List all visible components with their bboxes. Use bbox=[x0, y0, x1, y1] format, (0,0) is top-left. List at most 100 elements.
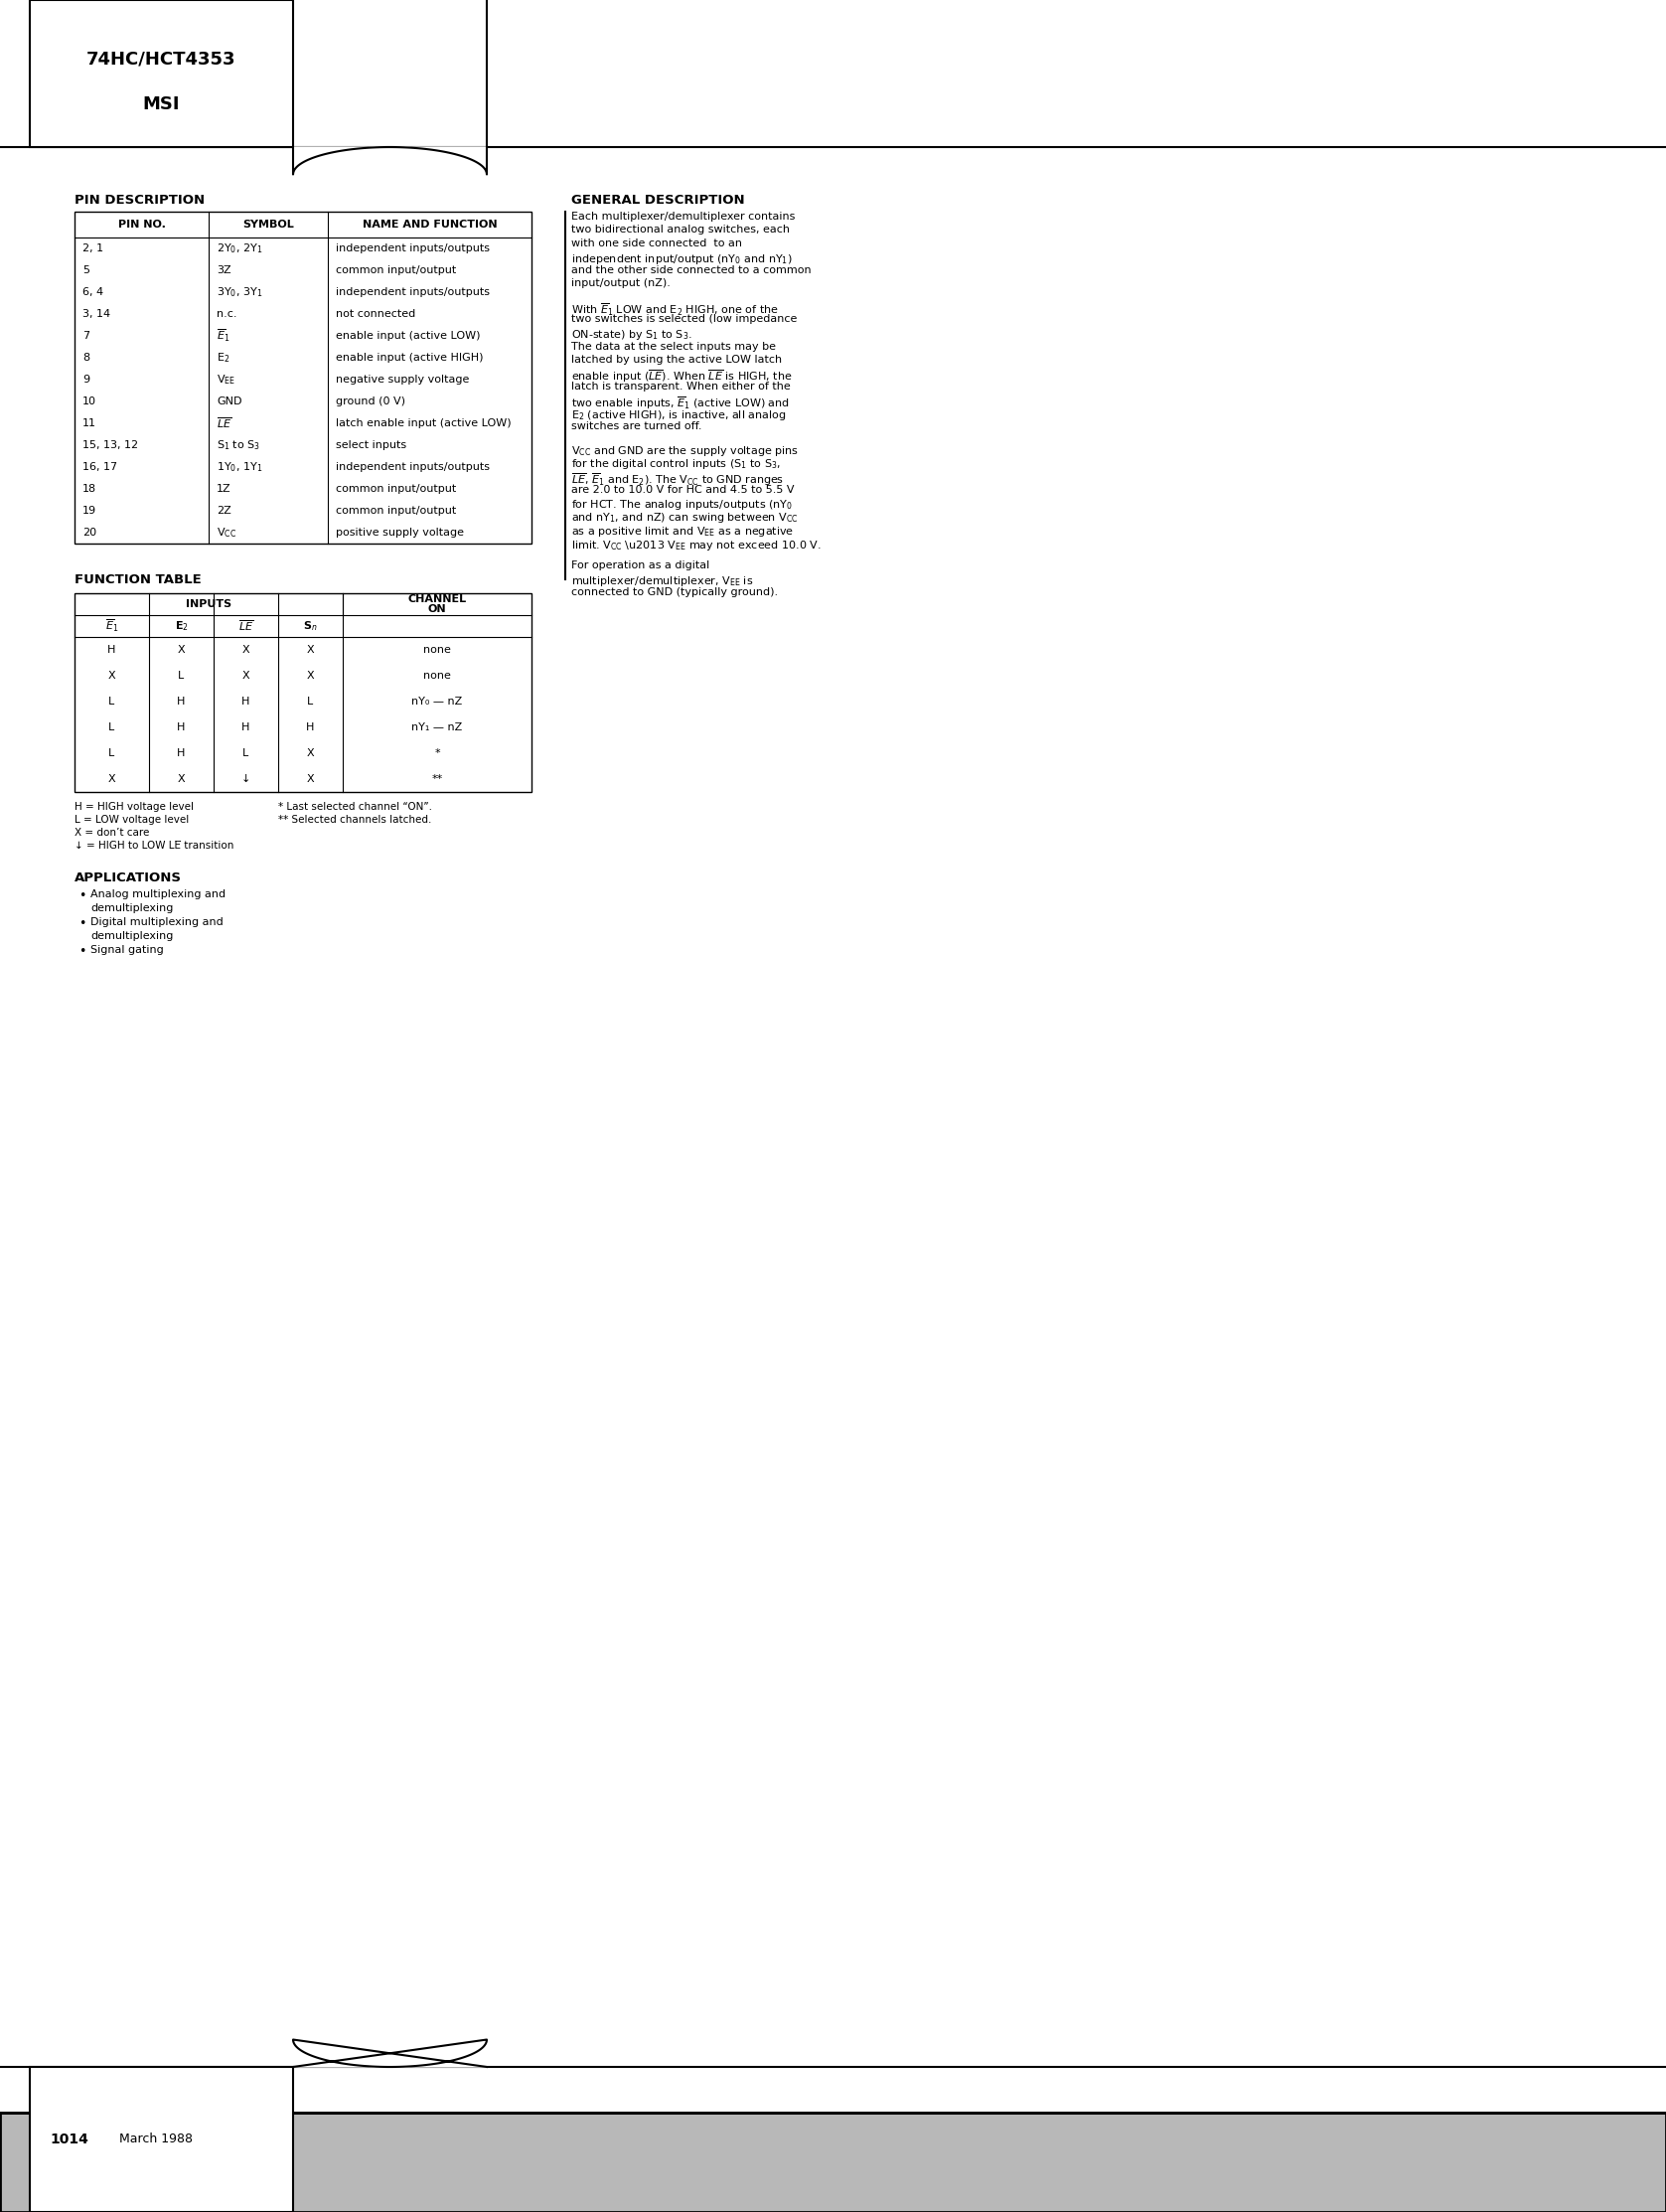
Text: not connected: not connected bbox=[337, 310, 415, 319]
Text: L: L bbox=[178, 670, 185, 681]
Text: •: • bbox=[78, 889, 87, 902]
Text: none: none bbox=[423, 646, 451, 655]
Text: For operation as a digital: For operation as a digital bbox=[571, 560, 710, 571]
Text: SYMBOL: SYMBOL bbox=[243, 219, 293, 230]
Text: NAME AND FUNCTION: NAME AND FUNCTION bbox=[362, 219, 496, 230]
Text: GND: GND bbox=[217, 396, 242, 407]
Text: CHANNEL
ON: CHANNEL ON bbox=[408, 593, 466, 615]
Text: V$_\mathrm{CC}$: V$_\mathrm{CC}$ bbox=[217, 526, 237, 540]
Text: $\overline{E}_1$: $\overline{E}_1$ bbox=[217, 327, 230, 345]
Text: 16, 17: 16, 17 bbox=[82, 462, 117, 471]
Text: L: L bbox=[243, 748, 248, 759]
Text: FUNCTION TABLE: FUNCTION TABLE bbox=[75, 573, 202, 586]
Bar bbox=[30, 2066, 293, 2212]
Text: L = LOW voltage level: L = LOW voltage level bbox=[75, 814, 188, 825]
Text: and nY$_1$, and nZ) can swing between V$_\mathrm{CC}$: and nY$_1$, and nZ) can swing between V$… bbox=[571, 511, 798, 524]
Text: independent inputs/outputs: independent inputs/outputs bbox=[337, 243, 490, 254]
Text: for HCT. The analog inputs/outputs (nY$_0$: for HCT. The analog inputs/outputs (nY$_… bbox=[571, 498, 793, 511]
Text: 15, 13, 12: 15, 13, 12 bbox=[82, 440, 138, 451]
Bar bbox=[75, 212, 531, 544]
Text: 3Y$_0$, 3Y$_1$: 3Y$_0$, 3Y$_1$ bbox=[217, 285, 263, 299]
Text: 3, 14: 3, 14 bbox=[82, 310, 110, 319]
Text: L: L bbox=[108, 723, 115, 732]
Text: and the other side connected to a common: and the other side connected to a common bbox=[571, 265, 811, 274]
Text: switches are turned off.: switches are turned off. bbox=[571, 422, 701, 431]
Text: latched by using the active LOW latch: latched by using the active LOW latch bbox=[571, 354, 781, 365]
Text: 11: 11 bbox=[82, 418, 97, 429]
Text: 1Y$_0$, 1Y$_1$: 1Y$_0$, 1Y$_1$ bbox=[217, 460, 263, 473]
Text: 18: 18 bbox=[82, 484, 97, 493]
Text: common input/output: common input/output bbox=[337, 484, 456, 493]
Text: 8: 8 bbox=[82, 352, 90, 363]
Text: $\overline{LE}$, $\overline{E}_1$ and E$_2$). The V$_\mathrm{CC}$ to GND ranges: $\overline{LE}$, $\overline{E}_1$ and E$… bbox=[571, 471, 785, 487]
Text: GENERAL DESCRIPTION: GENERAL DESCRIPTION bbox=[571, 195, 745, 206]
Text: ON-state) by S$_1$ to S$_3$.: ON-state) by S$_1$ to S$_3$. bbox=[571, 327, 691, 343]
Text: X: X bbox=[307, 774, 315, 783]
Text: With $\overline{E}_1$ LOW and E$_2$ HIGH, one of the: With $\overline{E}_1$ LOW and E$_2$ HIGH… bbox=[571, 301, 778, 319]
Text: Analog multiplexing and: Analog multiplexing and bbox=[90, 889, 225, 900]
Text: as a positive limit and V$_\mathrm{EE}$ as a negative: as a positive limit and V$_\mathrm{EE}$ … bbox=[571, 524, 795, 538]
Text: 7: 7 bbox=[82, 332, 90, 341]
Text: ground (0 V): ground (0 V) bbox=[337, 396, 405, 407]
Text: X: X bbox=[307, 646, 315, 655]
Text: Signal gating: Signal gating bbox=[90, 945, 163, 956]
Text: H: H bbox=[177, 748, 185, 759]
Text: X: X bbox=[242, 646, 250, 655]
Text: ↓ = HIGH to LOW LE̅ transition: ↓ = HIGH to LOW LE̅ transition bbox=[75, 841, 233, 852]
Text: 2Z: 2Z bbox=[217, 507, 232, 515]
Text: H: H bbox=[242, 723, 250, 732]
Text: •: • bbox=[78, 945, 87, 958]
Text: Each multiplexer/demultiplexer contains: Each multiplexer/demultiplexer contains bbox=[571, 212, 795, 221]
Text: 5: 5 bbox=[82, 265, 90, 274]
Text: 20: 20 bbox=[82, 529, 97, 538]
Text: S$_1$ to S$_3$: S$_1$ to S$_3$ bbox=[217, 438, 260, 451]
Text: V$_\mathrm{EE}$: V$_\mathrm{EE}$ bbox=[217, 374, 235, 387]
Text: L: L bbox=[108, 748, 115, 759]
Text: 6, 4: 6, 4 bbox=[82, 288, 103, 296]
Text: 2Y$_0$, 2Y$_1$: 2Y$_0$, 2Y$_1$ bbox=[217, 241, 263, 254]
Text: X: X bbox=[108, 774, 115, 783]
Text: latch enable input (active LOW): latch enable input (active LOW) bbox=[337, 418, 511, 429]
Text: common input/output: common input/output bbox=[337, 265, 456, 274]
Text: L: L bbox=[307, 697, 313, 706]
Text: nY₁ — nZ: nY₁ — nZ bbox=[412, 723, 463, 732]
Bar bbox=[75, 593, 531, 792]
Text: H: H bbox=[177, 697, 185, 706]
Text: latch is transparent. When either of the: latch is transparent. When either of the bbox=[571, 383, 791, 392]
Text: input/output (nZ).: input/output (nZ). bbox=[571, 279, 670, 290]
Text: H: H bbox=[108, 646, 117, 655]
Text: enable input (active LOW): enable input (active LOW) bbox=[337, 332, 480, 341]
Text: 2, 1: 2, 1 bbox=[82, 243, 103, 254]
Text: for the digital control inputs (S$_1$ to S$_3$,: for the digital control inputs (S$_1$ to… bbox=[571, 458, 781, 471]
Text: **: ** bbox=[431, 774, 443, 783]
Text: Digital multiplexing and: Digital multiplexing and bbox=[90, 918, 223, 927]
Text: $\overline{LE}$: $\overline{LE}$ bbox=[217, 416, 232, 431]
Text: •: • bbox=[78, 918, 87, 929]
Text: X: X bbox=[178, 646, 185, 655]
Text: demultiplexing: demultiplexing bbox=[90, 931, 173, 940]
Text: independent input/output (nY$_0$ and nY$_1$): independent input/output (nY$_0$ and nY$… bbox=[571, 252, 793, 265]
Text: PIN DESCRIPTION: PIN DESCRIPTION bbox=[75, 195, 205, 206]
Text: X = don’t care: X = don’t care bbox=[75, 827, 150, 838]
Text: X: X bbox=[178, 774, 185, 783]
Text: 74HC/HCT4353: 74HC/HCT4353 bbox=[87, 51, 235, 69]
Text: H: H bbox=[307, 723, 315, 732]
Text: enable input (active HIGH): enable input (active HIGH) bbox=[337, 352, 483, 363]
Text: ↓: ↓ bbox=[242, 774, 250, 783]
Text: n.c.: n.c. bbox=[217, 310, 237, 319]
Text: are 2.0 to 10.0 V for HC and 4.5 to 5.5 V: are 2.0 to 10.0 V for HC and 4.5 to 5.5 … bbox=[571, 484, 795, 493]
Text: 1Z: 1Z bbox=[217, 484, 232, 493]
Text: L: L bbox=[108, 697, 115, 706]
Text: E$_2$: E$_2$ bbox=[217, 352, 230, 365]
Text: 1014: 1014 bbox=[50, 2132, 88, 2146]
Text: APPLICATIONS: APPLICATIONS bbox=[75, 872, 182, 885]
Text: independent inputs/outputs: independent inputs/outputs bbox=[337, 288, 490, 296]
Text: with one side connected  to an: with one side connected to an bbox=[571, 239, 741, 248]
Text: 19: 19 bbox=[82, 507, 97, 515]
Text: E$_2$: E$_2$ bbox=[175, 619, 188, 633]
Text: X: X bbox=[307, 670, 315, 681]
Text: March 1988: March 1988 bbox=[120, 2132, 193, 2146]
Text: H = HIGH voltage level: H = HIGH voltage level bbox=[75, 803, 193, 812]
Polygon shape bbox=[293, 146, 486, 175]
Text: none: none bbox=[423, 670, 451, 681]
